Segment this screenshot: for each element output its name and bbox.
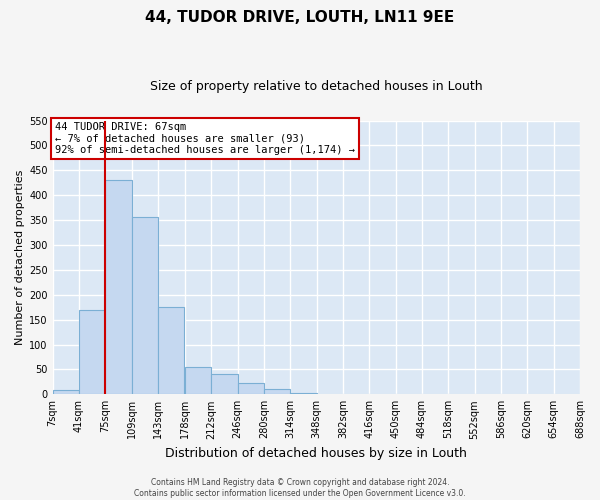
- Text: Contains HM Land Registry data © Crown copyright and database right 2024.
Contai: Contains HM Land Registry data © Crown c…: [134, 478, 466, 498]
- Text: 44 TUDOR DRIVE: 67sqm
← 7% of detached houses are smaller (93)
92% of semi-detac: 44 TUDOR DRIVE: 67sqm ← 7% of detached h…: [55, 122, 355, 155]
- Bar: [106, 180, 131, 394]
- Bar: [53, 390, 79, 394]
- Bar: [79, 310, 106, 394]
- Bar: [211, 374, 238, 394]
- Title: Size of property relative to detached houses in Louth: Size of property relative to detached ho…: [150, 80, 482, 93]
- X-axis label: Distribution of detached houses by size in Louth: Distribution of detached houses by size …: [166, 447, 467, 460]
- Bar: [185, 367, 211, 394]
- Bar: [131, 216, 158, 394]
- Bar: [264, 390, 290, 394]
- Bar: [238, 384, 264, 394]
- Bar: [158, 307, 184, 394]
- Text: 44, TUDOR DRIVE, LOUTH, LN11 9EE: 44, TUDOR DRIVE, LOUTH, LN11 9EE: [145, 10, 455, 25]
- Y-axis label: Number of detached properties: Number of detached properties: [15, 170, 25, 345]
